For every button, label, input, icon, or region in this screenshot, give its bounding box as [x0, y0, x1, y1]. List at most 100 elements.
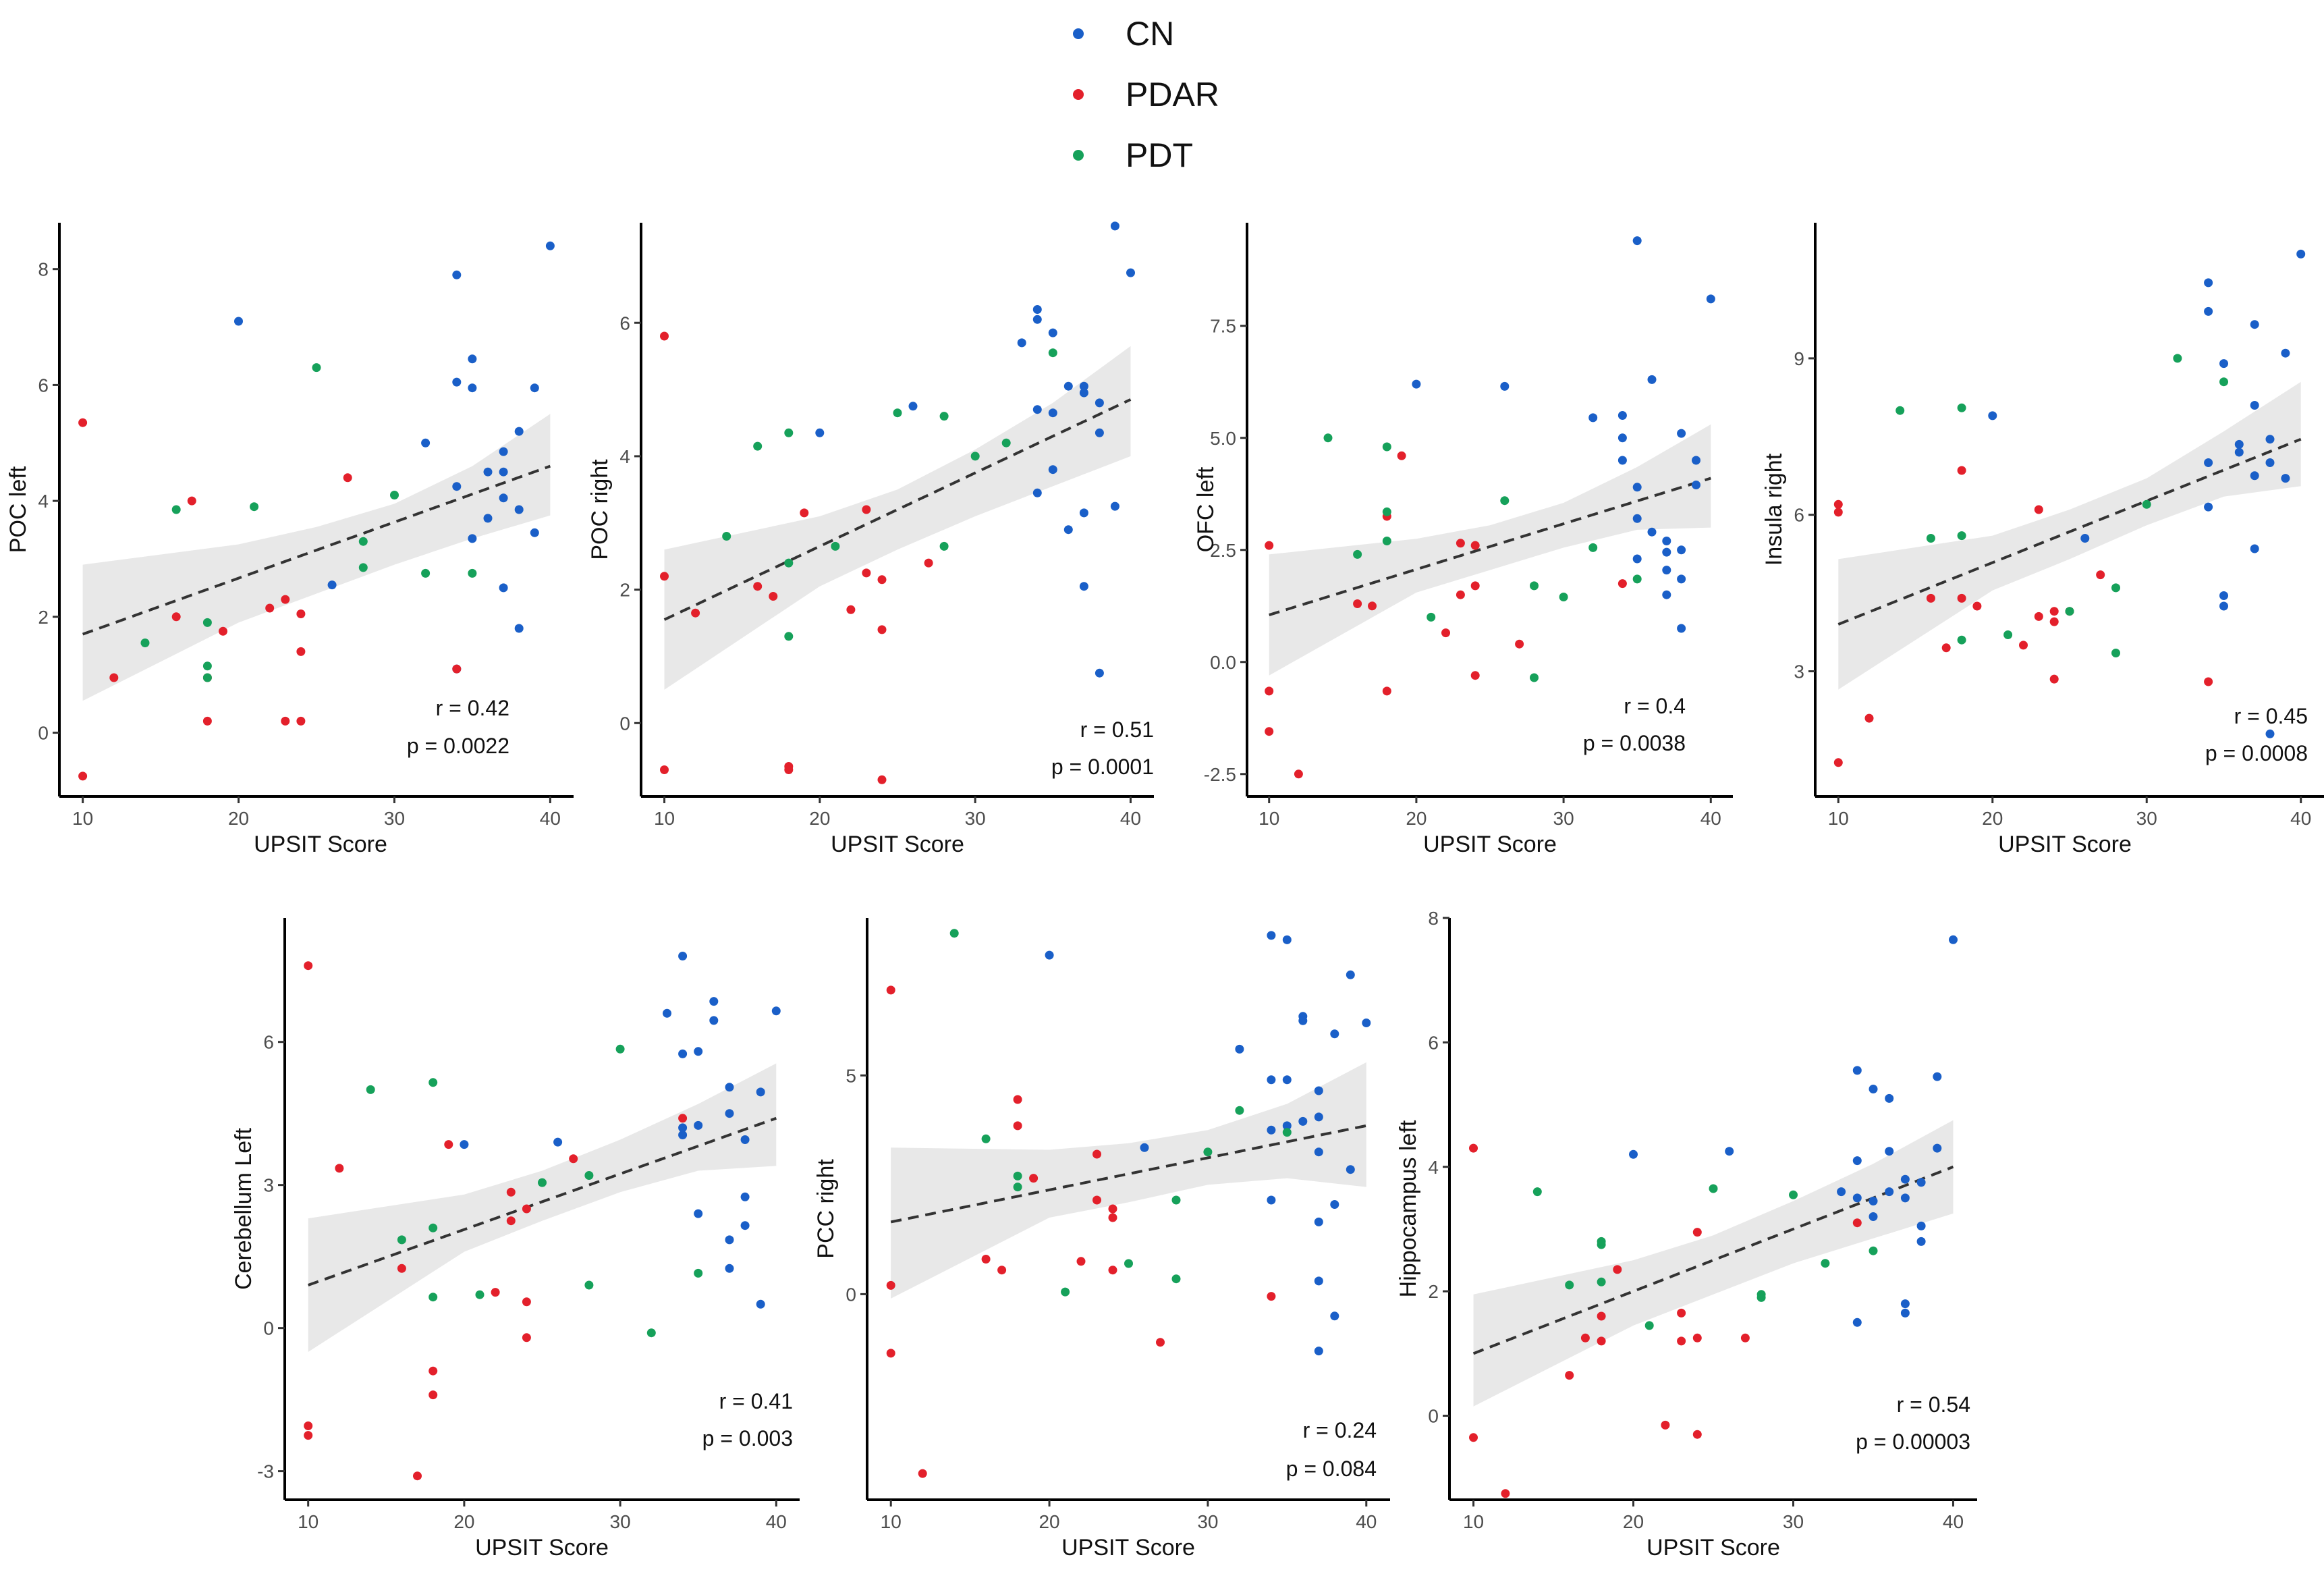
data-point-pdt [1013, 1171, 1022, 1180]
data-point-pdar [1740, 1333, 1750, 1342]
data-point-cn [2219, 591, 2228, 600]
data-point-pdar [660, 572, 669, 581]
data-point-pdt [1001, 438, 1011, 447]
data-point-pdar [2034, 612, 2043, 621]
legend-dot-pdar [1073, 89, 1084, 100]
confidence-band [664, 346, 1131, 690]
data-point-pdt [1530, 581, 1539, 591]
data-point-pdar [1013, 1121, 1022, 1131]
data-point-pdar [1076, 1257, 1086, 1266]
data-point-pdar [304, 1421, 313, 1430]
data-point-pdar [1692, 1430, 1702, 1439]
data-point-pdar [877, 775, 887, 784]
y-tick-label: 0 [263, 1318, 274, 1339]
data-point-cn [421, 438, 431, 447]
regression-line [308, 1116, 777, 1286]
legend-label-cn: CN [1126, 15, 1175, 53]
data-point-pdar [219, 626, 227, 636]
data-point-cn [1362, 1019, 1371, 1027]
data-point-cn [1346, 970, 1355, 979]
x-tick-label: 30 [384, 808, 405, 829]
data-point-cn [1885, 1093, 1894, 1103]
data-point-cn [499, 447, 508, 456]
data-point-cn [678, 1123, 688, 1133]
data-point-cn [1692, 481, 1700, 489]
data-point-cn [1933, 1072, 1942, 1081]
data-point-pdar [78, 418, 88, 427]
x-tick-label: 30 [1783, 1511, 1804, 1532]
x-tick-label: 20 [809, 808, 830, 829]
data-point-pdar [1397, 451, 1406, 460]
data-point-pdar [1833, 758, 1843, 767]
data-point-pdt [1500, 496, 1510, 506]
y-tick-label: 5.0 [1210, 428, 1236, 449]
data-point-pdt [784, 558, 794, 568]
regression-line [890, 1124, 1367, 1224]
data-point-pdt [1957, 403, 1966, 412]
data-point-pdar [1617, 579, 1627, 589]
y-tick-label: 3 [1794, 661, 1804, 682]
data-point-cn [1063, 381, 1073, 391]
y-axis-label: POC left [5, 466, 31, 553]
data-point-cn [1032, 315, 1042, 324]
data-point-cn [468, 383, 477, 393]
data-point-cn [1900, 1193, 1910, 1203]
x-tick-label: 20 [1623, 1511, 1644, 1532]
data-point-cn [1852, 1156, 1862, 1166]
data-point-cn [234, 317, 243, 326]
x-tick-label: 30 [610, 1511, 631, 1532]
x-tick-label: 20 [1039, 1511, 1059, 1532]
data-point-pdar [1470, 581, 1480, 591]
confidence-band [82, 414, 551, 701]
x-tick-label: 20 [453, 1511, 474, 1532]
data-point-pdar [1677, 1336, 1686, 1346]
regression-line [82, 464, 551, 636]
data-point-pdt [2111, 583, 2120, 593]
data-point-pdar [1957, 593, 1966, 603]
data-point-cn [1314, 1217, 1323, 1226]
data-point-cn [1617, 433, 1627, 443]
data-point-cn [1662, 590, 1671, 599]
data-point-pdar [428, 1366, 438, 1376]
data-point-cn [468, 354, 477, 364]
data-point-cn [1095, 398, 1104, 408]
data-point-cn [1900, 1299, 1910, 1309]
data-point-cn [678, 952, 688, 960]
data-point-cn [2219, 359, 2228, 369]
data-point-cn [1110, 221, 1119, 231]
x-axis-label: UPSIT Score [1061, 1535, 1195, 1561]
y-axis-label: OFC left [1193, 466, 1219, 552]
data-point-cn [1032, 305, 1042, 314]
data-point-cn [1330, 1200, 1339, 1209]
data-point-cn [1267, 1125, 1276, 1135]
y-tick-label: 4 [38, 491, 49, 512]
data-point-cn [1140, 1143, 1149, 1152]
data-point-pdar [522, 1297, 531, 1307]
x-tick-label: 10 [72, 808, 93, 829]
data-point-cn [1079, 582, 1088, 591]
data-point-cn [1706, 294, 1715, 304]
data-point-pdt [1353, 549, 1362, 559]
data-point-pdt [475, 1290, 485, 1299]
data-point-pdar [1470, 671, 1480, 680]
r-value-annotation: r = 0.42 [436, 696, 509, 720]
data-point-cn [1900, 1174, 1910, 1184]
data-point-cn [483, 467, 493, 477]
data-point-cn [1314, 1147, 1323, 1157]
data-point-cn [483, 514, 493, 523]
data-point-pdt [753, 441, 763, 451]
y-axis-label: Insula right [1761, 453, 1787, 566]
data-point-cn [2204, 502, 2213, 512]
data-point-pdar [1353, 599, 1362, 608]
data-point-pdar [1661, 1420, 1670, 1430]
data-point-pdar [769, 592, 778, 601]
data-point-pdar [1565, 1371, 1574, 1380]
x-tick-label: 30 [965, 808, 986, 829]
data-point-pdt [1559, 593, 1568, 601]
y-axis-label: Hippocampus left [1395, 1120, 1421, 1297]
scatter-panel: 10 20 30 40 0 5 UPSIT Score PCC right r = 0.24 p … [813, 918, 1390, 1561]
x-tick-label: 40 [540, 808, 561, 829]
r-value-annotation: r = 0.45 [2234, 704, 2308, 728]
data-point-pdar [784, 765, 794, 774]
data-point-cn [678, 1049, 688, 1058]
